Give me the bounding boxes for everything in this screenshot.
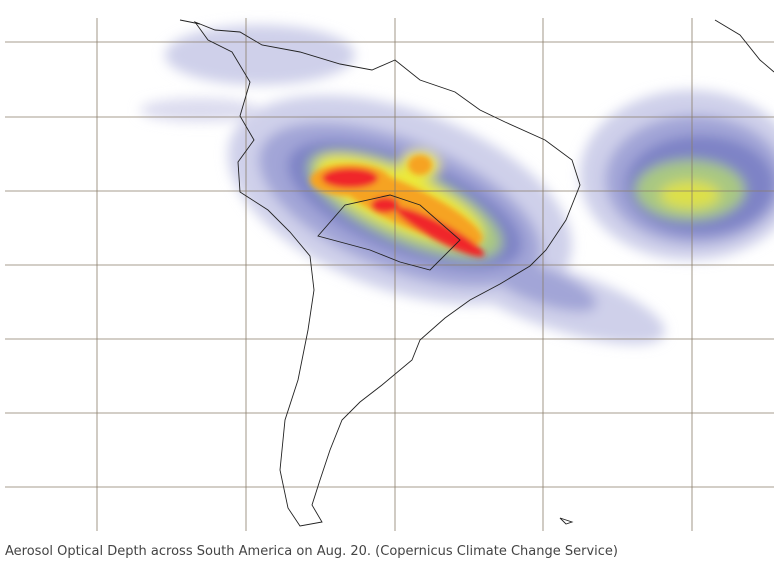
aerosol-map [5, 18, 774, 531]
caption: Aerosol Optical Depth across South Ameri… [5, 544, 618, 559]
graticule [5, 18, 774, 531]
aerosol-field [140, 25, 774, 345]
coastlines [179, 19, 774, 527]
